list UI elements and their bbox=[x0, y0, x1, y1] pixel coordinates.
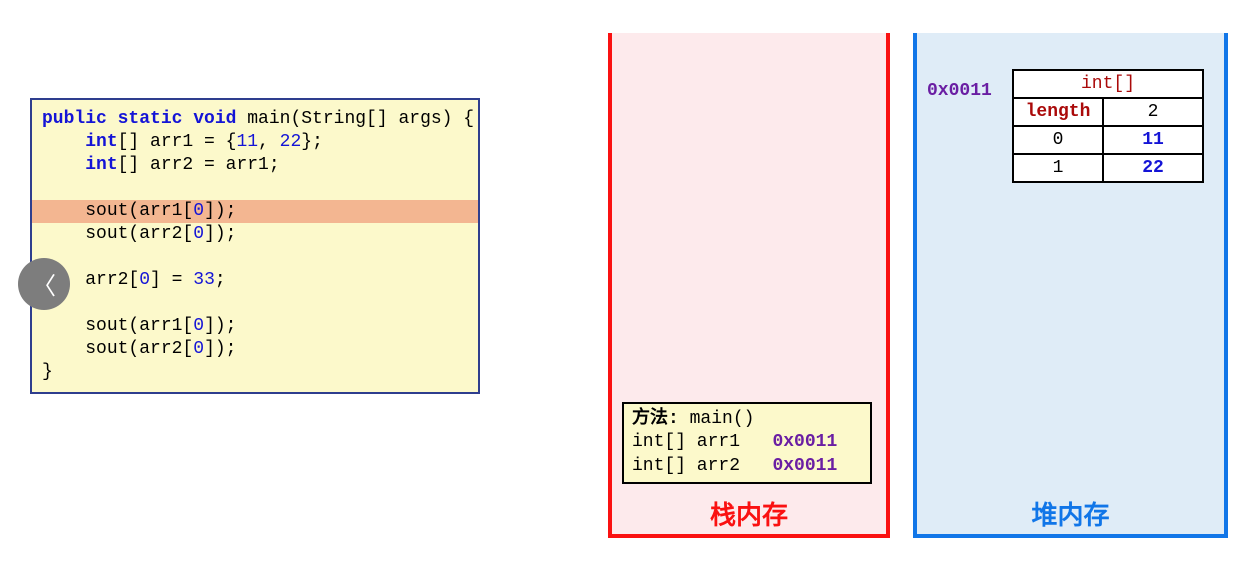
code-line-blank-2 bbox=[32, 246, 478, 269]
code-line-10: sout(arr1[0]); bbox=[32, 315, 478, 338]
stack-memory-label: 栈内存 bbox=[710, 495, 788, 532]
code-line-blank-1 bbox=[32, 177, 478, 200]
code-line-12: } bbox=[32, 361, 478, 384]
code-line-5-highlighted: sout(arr1[0]); bbox=[32, 200, 478, 223]
chevron-left-icon: 〈 bbox=[32, 266, 56, 302]
stack-var-arr1: int[] arr1 0x0011 bbox=[632, 431, 862, 454]
code-line-blank-3 bbox=[32, 292, 478, 315]
keyword: public static void bbox=[42, 109, 236, 129]
heap-length-value: 2 bbox=[1103, 98, 1203, 126]
stack-memory-region: 方法: main() int[] arr1 0x0011 int[] arr2 … bbox=[608, 33, 890, 538]
heap-memory-label: 堆内存 bbox=[1031, 495, 1109, 532]
heap-address-label: 0x0011 bbox=[927, 81, 992, 101]
prev-nav-button[interactable]: 〈 bbox=[18, 258, 70, 310]
code-block: public static void main(String[] args) {… bbox=[30, 98, 480, 394]
code-line-11: sout(arr2[0]); bbox=[32, 338, 478, 361]
code-line-3: int[] arr2 = arr1; bbox=[32, 154, 478, 177]
heap-value-0: 11 bbox=[1103, 126, 1203, 154]
heap-type-header: int[] bbox=[1013, 70, 1203, 98]
code-line-2: int[] arr1 = {11, 22}; bbox=[32, 131, 478, 154]
stack-var-arr2: int[] arr2 0x0011 bbox=[632, 455, 862, 478]
code-line-1: public static void main(String[] args) { bbox=[32, 108, 478, 131]
heap-index-0: 0 bbox=[1013, 126, 1103, 154]
stack-frame-header: 方法: main() bbox=[632, 408, 862, 431]
heap-memory-region: 0x0011 int[] length 2 0 11 1 22 堆内存 bbox=[913, 33, 1228, 538]
heap-array-table: int[] length 2 0 11 1 22 bbox=[1012, 69, 1204, 183]
stack-frame-main: 方法: main() int[] arr1 0x0011 int[] arr2 … bbox=[622, 402, 872, 484]
code-line-6: sout(arr2[0]); bbox=[32, 223, 478, 246]
code-line-8: arr2[0] = 33; bbox=[32, 269, 478, 292]
heap-length-label: length bbox=[1013, 98, 1103, 126]
heap-index-1: 1 bbox=[1013, 154, 1103, 182]
heap-value-1: 22 bbox=[1103, 154, 1203, 182]
